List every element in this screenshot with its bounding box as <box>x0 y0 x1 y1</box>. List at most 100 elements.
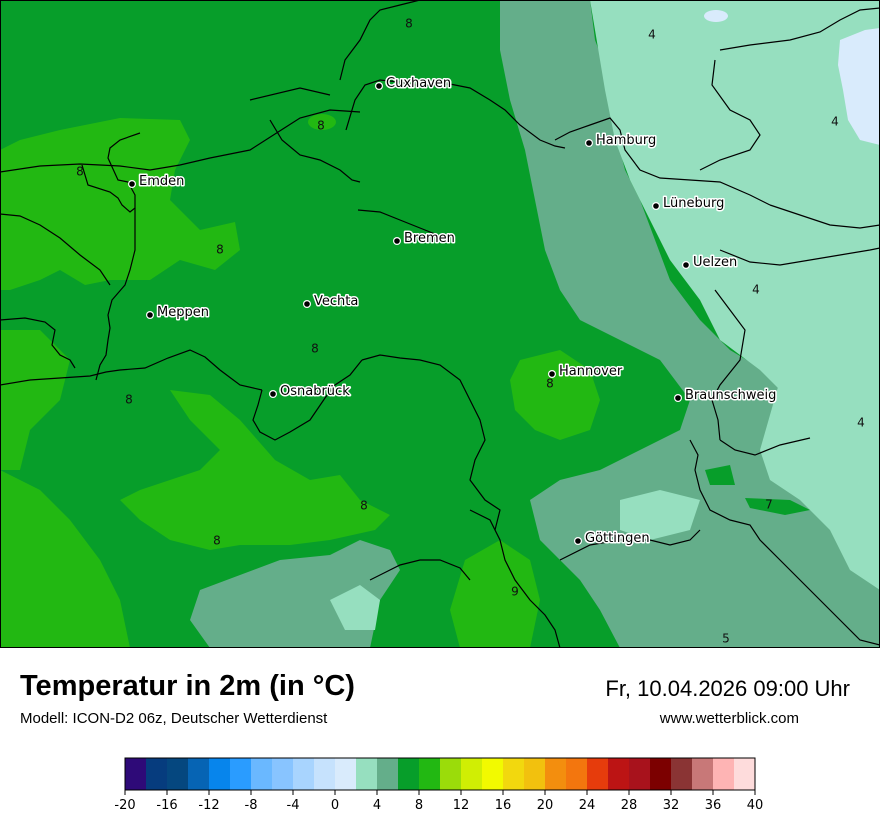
colorbar-bin <box>251 758 273 790</box>
colorbar-bin <box>734 758 756 790</box>
colorbar-tick-label: 8 <box>415 798 423 813</box>
colorbar-tick-label: 32 <box>663 798 680 813</box>
colorbar-bin <box>503 758 525 790</box>
city-label: Lüneburg <box>663 196 724 211</box>
contour-labels: 8 4 8 4 8 8 4 8 8 8 4 8 7 8 9 5 <box>76 17 865 646</box>
city-marker: Hannover <box>548 363 624 381</box>
colorbar-tick-label: 0 <box>331 798 339 813</box>
colorbar-bin <box>587 758 609 790</box>
colorbar-bin <box>461 758 483 790</box>
colorbar-tick-label: -16 <box>156 798 177 813</box>
colorbar-bin <box>566 758 588 790</box>
colorbar-bin <box>230 758 252 790</box>
city-dot-icon <box>675 395 681 401</box>
city-label: Hamburg <box>596 133 656 148</box>
contour-label: 8 <box>76 165 84 179</box>
city-dot-icon <box>304 301 310 307</box>
colorbar-bin <box>272 758 294 790</box>
colorbar-bin <box>671 758 693 790</box>
contour-label: 8 <box>216 243 224 257</box>
colorbar-bin <box>524 758 546 790</box>
contour-label: 4 <box>857 416 865 430</box>
colorbar-bin <box>335 758 357 790</box>
colorbar-bin <box>167 758 189 790</box>
city-dot-icon <box>394 238 400 244</box>
city-label: Cuxhaven <box>386 76 451 91</box>
city-marker: Bremen <box>393 230 456 248</box>
colorbar-bin <box>146 758 168 790</box>
city-marker: Cuxhaven <box>375 75 453 93</box>
colorbar-tick-label: 4 <box>373 798 381 813</box>
city-dot-icon <box>586 140 592 146</box>
city-label: Emden <box>139 174 184 189</box>
city-label: Bremen <box>404 231 455 246</box>
colorbar-bin <box>356 758 378 790</box>
colorbar-bin <box>314 758 336 790</box>
colorbar-bin <box>125 758 147 790</box>
city-dot-icon <box>270 391 276 397</box>
city-marker: Uelzen <box>682 254 739 272</box>
colorbar-bin <box>650 758 672 790</box>
colorbar-tick-label: -12 <box>198 798 219 813</box>
contour-label: 8 <box>213 534 221 548</box>
colorbar-tick-label: -4 <box>287 798 300 813</box>
city-dot-icon <box>376 83 382 89</box>
contour-label: 4 <box>648 28 656 42</box>
city-dot-icon <box>147 312 153 318</box>
temperature-map: 8 4 8 4 8 8 4 8 8 8 4 8 7 8 9 5 Cuxhaven Hamburg Emden Lün… <box>0 0 880 648</box>
city-marker: Braunschweig <box>674 387 778 405</box>
colorbar-bin <box>377 758 399 790</box>
colorbar-bin <box>209 758 231 790</box>
temperature-colorbar: -20 -16 -12 -8 -4 0 4 8 12 16 20 24 28 32 36 40 <box>114 757 763 813</box>
city-marker: Göttingen <box>574 530 651 548</box>
map-title: Temperatur in 2m (in °C) <box>20 670 355 702</box>
colorbar-bin <box>188 758 210 790</box>
city-marker: Emden <box>128 173 186 191</box>
colorbar-bin <box>419 758 441 790</box>
colorbar-tick-label: -8 <box>245 798 258 813</box>
colorbar-bin <box>482 758 504 790</box>
website-link[interactable]: www.wetterblick.com <box>659 710 799 727</box>
city-dot-icon <box>549 371 555 377</box>
model-subtitle: Modell: ICON-D2 06z, Deutscher Wetterdie… <box>20 710 328 727</box>
colorbar-bin <box>545 758 567 790</box>
contour-label: 7 <box>765 498 773 512</box>
contour-label: 9 <box>511 585 519 599</box>
city-label: Meppen <box>157 305 209 320</box>
colorbar-bin <box>629 758 651 790</box>
contour-label: 4 <box>831 115 839 129</box>
city-dot-icon <box>129 181 135 187</box>
city-marker: Lüneburg <box>652 195 726 213</box>
city-markers: Cuxhaven Hamburg Emden Lüneburg Bremen Uelzen… <box>128 75 778 548</box>
contour-label: 8 <box>317 119 325 133</box>
contour-label: 8 <box>546 377 554 391</box>
colorbar-bin <box>713 758 735 790</box>
city-label: Göttingen <box>585 531 650 546</box>
colorbar-bin <box>440 758 462 790</box>
colorbar-tick-label: 20 <box>537 798 554 813</box>
colorbar-tick-label: 24 <box>579 798 596 813</box>
colorbar-bin <box>692 758 714 790</box>
colorbar-tick-label: 36 <box>705 798 722 813</box>
contour-label: 8 <box>360 499 368 513</box>
contour-label: 4 <box>752 283 760 297</box>
city-label: Uelzen <box>693 255 737 270</box>
city-label: Braunschweig <box>685 388 776 403</box>
city-label: Osnabrück <box>280 384 350 399</box>
city-dot-icon <box>653 203 659 209</box>
valid-datetime: Fr, 10.04.2026 09:00 Uhr <box>605 676 850 701</box>
contour-label: 8 <box>405 17 413 31</box>
city-marker: Hamburg <box>585 132 658 150</box>
colorbar-bin <box>293 758 315 790</box>
colorbar-bin <box>398 758 420 790</box>
colorbar-tick-label: 16 <box>495 798 512 813</box>
colorbar-tick-label: 28 <box>621 798 638 813</box>
contour-label: 8 <box>125 393 133 407</box>
city-marker: Vechta <box>303 293 360 311</box>
contour-label: 8 <box>311 342 319 356</box>
city-label: Vechta <box>314 294 358 309</box>
city-label: Hannover <box>559 364 623 379</box>
colorbar-tick-label: -20 <box>114 798 135 813</box>
city-marker: Osnabrück <box>269 383 352 401</box>
city-dot-icon <box>575 538 581 544</box>
